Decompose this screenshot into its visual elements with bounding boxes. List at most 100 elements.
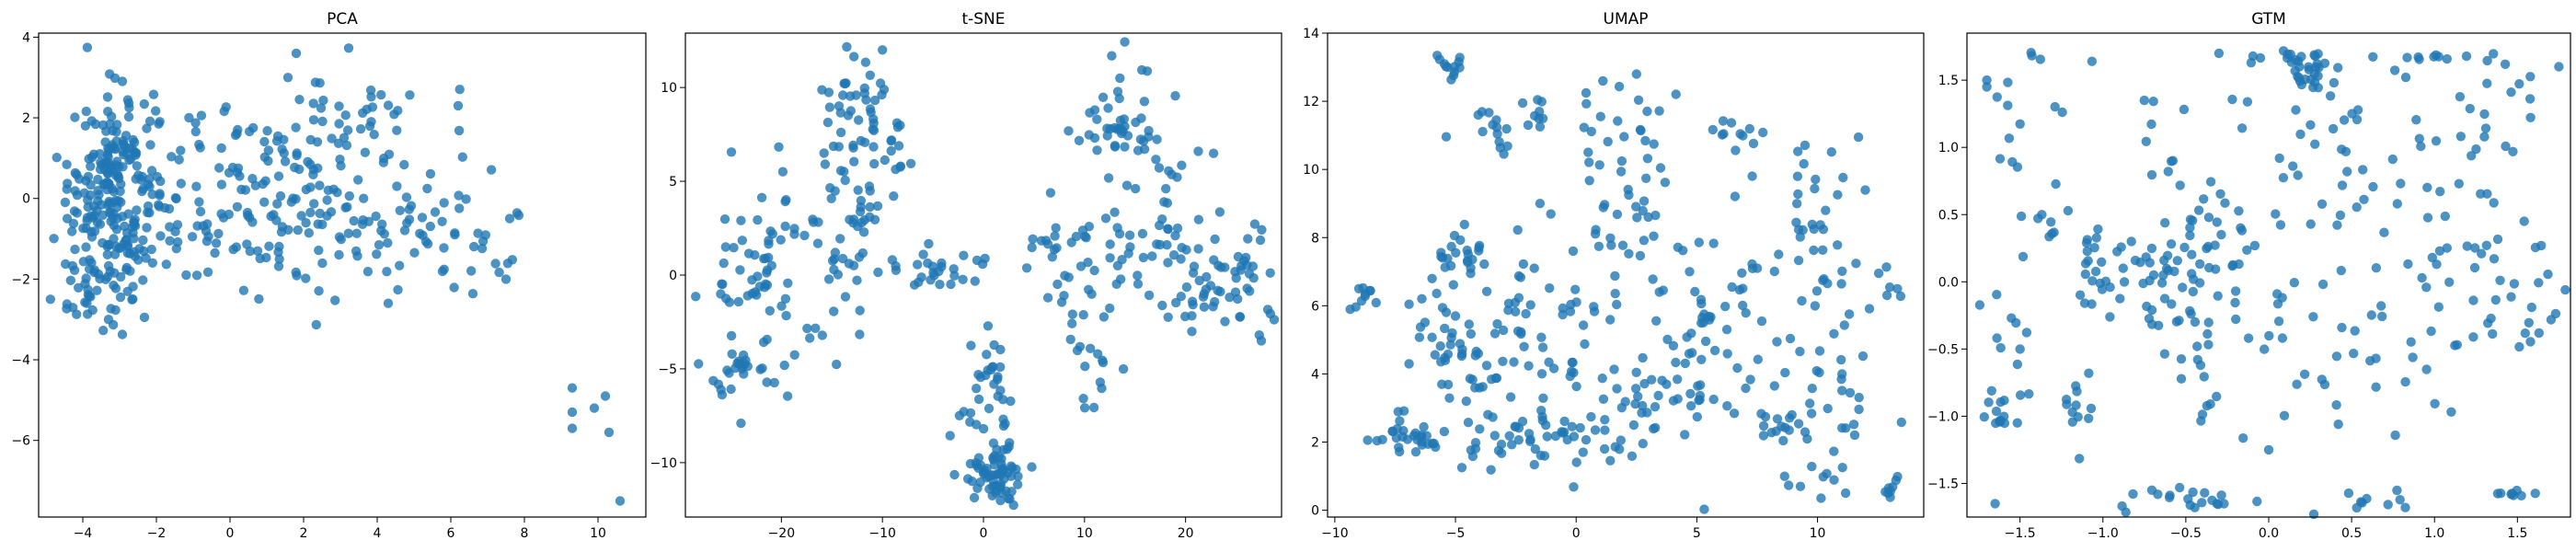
tsne-point xyxy=(868,142,879,152)
pca-point xyxy=(399,159,409,170)
umap-point xyxy=(1802,433,1812,444)
gtm-point xyxy=(2165,490,2175,500)
umap-point xyxy=(1818,472,1829,482)
tsne-point xyxy=(972,483,983,493)
tsne-point xyxy=(735,265,745,275)
umap-point xyxy=(1881,290,1892,301)
pca-point xyxy=(86,152,98,163)
umap-point xyxy=(1489,431,1501,441)
pca-point xyxy=(405,90,415,100)
umap-point xyxy=(1650,422,1661,433)
pca-ytick-label: 2 xyxy=(22,111,30,126)
pca-point xyxy=(102,92,113,102)
gtm-point xyxy=(2012,359,2023,370)
umap-point xyxy=(1430,350,1441,360)
umap-point xyxy=(1545,283,1555,293)
tsne-point xyxy=(892,122,903,132)
gtm-point xyxy=(2308,312,2318,322)
tsne-point xyxy=(1120,37,1130,47)
tsne-point xyxy=(1110,141,1121,151)
umap-point xyxy=(1680,358,1691,369)
umap-point xyxy=(1797,295,1807,306)
pca-points xyxy=(45,42,626,506)
gtm-point xyxy=(2158,270,2168,281)
pca-point xyxy=(291,122,301,132)
umap-point xyxy=(1488,412,1498,422)
umap-point xyxy=(1821,205,1831,215)
pca-xtick-label: 0 xyxy=(226,526,235,541)
gtm-point xyxy=(2087,299,2097,309)
tsne-point xyxy=(755,364,765,374)
gtm-point xyxy=(2452,339,2462,350)
tsne-point xyxy=(854,115,864,125)
gtm-point xyxy=(2362,493,2372,504)
umap-point xyxy=(1565,306,1576,316)
gtm-point xyxy=(2543,269,2553,280)
gtm-point xyxy=(2526,302,2536,313)
umap-point xyxy=(1364,285,1375,295)
umap-point xyxy=(1535,121,1546,132)
tsne-point xyxy=(856,201,866,213)
tsne-point xyxy=(1135,134,1146,144)
tsne-point xyxy=(1079,403,1090,413)
gtm-point xyxy=(2396,178,2406,189)
umap-point xyxy=(1466,269,1476,279)
pca-point xyxy=(259,136,270,147)
pca-ytick-label: 4 xyxy=(22,30,30,45)
tsne-point xyxy=(855,305,865,316)
tsne-point xyxy=(989,460,1000,470)
tsne-point xyxy=(1059,291,1069,301)
gtm-ytick-label: 1.0 xyxy=(1938,141,1959,155)
umap-point xyxy=(1837,369,1847,379)
pca-point xyxy=(78,257,89,267)
umap-point xyxy=(1461,396,1472,407)
gtm-point xyxy=(1974,300,1985,310)
umap-point xyxy=(1631,69,1642,79)
umap-point xyxy=(1512,224,1523,236)
gtm-point xyxy=(2530,489,2540,499)
tsne-point xyxy=(720,242,730,252)
tsne-point xyxy=(1074,135,1085,145)
gtm-point xyxy=(2046,217,2056,227)
umap-point xyxy=(1784,480,1794,490)
umap-point xyxy=(1451,247,1461,258)
gtm-point xyxy=(2145,258,2155,268)
pca-point xyxy=(342,125,353,135)
umap-point xyxy=(1810,183,1820,194)
tsne-point xyxy=(1265,268,1275,278)
umap-point xyxy=(1356,295,1367,306)
umap-point xyxy=(1653,390,1663,401)
gtm-point xyxy=(2219,499,2229,509)
tsne-point xyxy=(781,310,791,321)
umap-point xyxy=(1445,339,1455,350)
tsne-point xyxy=(1110,207,1120,217)
gtm-point xyxy=(2291,105,2301,115)
pca-point xyxy=(165,236,175,246)
gtm-point xyxy=(2469,262,2480,273)
gtm-point xyxy=(2295,129,2306,140)
gtm-point xyxy=(2350,326,2360,336)
umap-point xyxy=(1414,332,1425,342)
gtm-point xyxy=(2264,330,2274,341)
gtm-point xyxy=(2067,407,2077,418)
umap-point xyxy=(1456,463,1467,473)
pca-point xyxy=(155,117,165,127)
umap-point xyxy=(1795,481,1806,491)
gtm-point xyxy=(2192,341,2202,351)
tsne-point xyxy=(865,212,875,223)
umap-point xyxy=(1612,299,1622,310)
tsne-point xyxy=(886,145,896,156)
umap-point xyxy=(1668,396,1679,406)
pca-point xyxy=(62,159,72,169)
gtm-point xyxy=(2141,136,2151,146)
pca-point xyxy=(95,219,106,229)
umap-point xyxy=(1896,417,1906,428)
pca-point xyxy=(291,48,302,59)
umap-point xyxy=(1404,299,1414,309)
pca-xtick-label: −2 xyxy=(147,526,167,541)
umap-point xyxy=(1719,129,1729,139)
tsne-point xyxy=(1230,287,1241,297)
pca-point xyxy=(232,201,243,212)
tsne-point xyxy=(1154,163,1165,173)
pca-point xyxy=(148,89,159,99)
